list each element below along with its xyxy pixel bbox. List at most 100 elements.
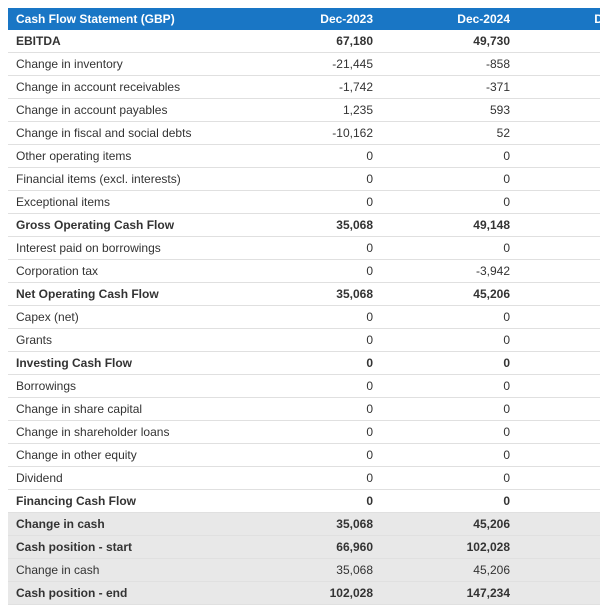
row-value: 147,234: [381, 582, 518, 605]
row-value: 0: [381, 145, 518, 168]
row-value: 66,960: [244, 536, 381, 559]
row-value: -21,445: [244, 53, 381, 76]
row-label: Net Operating Cash Flow: [8, 283, 244, 306]
row-value: 0: [244, 306, 381, 329]
col-header-2023: Dec-2023: [244, 8, 381, 30]
row-label: Exceptional items: [8, 191, 244, 214]
row-value: 53,073: [518, 30, 600, 53]
table-row: Gross Operating Cash Flow35,06849,14852,…: [8, 214, 600, 237]
col-header-2025: Dec-2025: [518, 8, 600, 30]
row-value: 0: [518, 168, 600, 191]
row-label: Financing Cash Flow: [8, 490, 244, 513]
row-value: 0: [381, 490, 518, 513]
row-value: 0: [518, 444, 600, 467]
table-row: Investing Cash Flow000: [8, 352, 600, 375]
row-label: Change in fiscal and social debts: [8, 122, 244, 145]
row-value: 67,180: [244, 30, 381, 53]
row-value: 52,426: [518, 283, 600, 306]
row-label: Change in other equity: [8, 444, 244, 467]
row-value: 45,206: [381, 283, 518, 306]
cash-flow-table: Cash Flow Statement (GBP) Dec-2023 Dec-2…: [8, 8, 600, 605]
row-value: 0: [381, 352, 518, 375]
row-value: 0: [244, 329, 381, 352]
row-value: 0: [518, 352, 600, 375]
row-value: 0: [244, 467, 381, 490]
table-row: Change in cash35,06845,20652,426: [8, 513, 600, 536]
row-label: Interest paid on borrowings: [8, 237, 244, 260]
row-value: 35,068: [244, 559, 381, 582]
row-value: 0: [518, 237, 600, 260]
row-value: -858: [381, 53, 518, 76]
row-value: 0: [244, 398, 381, 421]
table-row: Exceptional items000: [8, 191, 600, 214]
row-value: 52,426: [518, 559, 600, 582]
row-label: Cash position - end: [8, 582, 244, 605]
table-row: Financing Cash Flow000: [8, 490, 600, 513]
table-row: Financial items (excl. interests)000: [8, 168, 600, 191]
row-label: Cash position - start: [8, 536, 244, 559]
row-value: 0: [518, 421, 600, 444]
row-value: 0: [518, 398, 600, 421]
row-value: 52,466: [518, 214, 600, 237]
row-label: Financial items (excl. interests): [8, 168, 244, 191]
row-value: 35,068: [244, 513, 381, 536]
row-label: Dividend: [8, 467, 244, 490]
table-row: Change in shareholder loans000: [8, 421, 600, 444]
row-value: -1,742: [244, 76, 381, 99]
row-value: 1,235: [244, 99, 381, 122]
table-row: Change in inventory-21,445-858-892: [8, 53, 600, 76]
row-label: Change in account payables: [8, 99, 244, 122]
row-value: 0: [381, 375, 518, 398]
table-row: Change in other equity000: [8, 444, 600, 467]
table-header-row: Cash Flow Statement (GBP) Dec-2023 Dec-2…: [8, 8, 600, 30]
row-value: 0: [244, 168, 381, 191]
row-value: 45,206: [381, 559, 518, 582]
row-value: 102,028: [381, 536, 518, 559]
col-header-label: Cash Flow Statement (GBP): [8, 8, 244, 30]
row-label: Grants: [8, 329, 244, 352]
table-row: Change in account receivables-1,742-371-…: [8, 76, 600, 99]
row-label: Change in inventory: [8, 53, 244, 76]
row-value: 102,028: [244, 582, 381, 605]
row-value: 0: [381, 421, 518, 444]
row-value: 0: [518, 145, 600, 168]
row-value: 55: [518, 122, 600, 145]
row-value: 0: [244, 375, 381, 398]
row-value: -40: [518, 260, 600, 283]
row-label: Change in account receivables: [8, 76, 244, 99]
row-value: 0: [518, 375, 600, 398]
row-label: Change in cash: [8, 559, 244, 582]
row-value: 0: [518, 467, 600, 490]
table-row: Change in account payables1,235593615: [8, 99, 600, 122]
row-value: 0: [381, 237, 518, 260]
row-value: -10,162: [244, 122, 381, 145]
row-label: Gross Operating Cash Flow: [8, 214, 244, 237]
row-value: 0: [244, 260, 381, 283]
row-value: 0: [244, 490, 381, 513]
row-value: 593: [381, 99, 518, 122]
table-row: Borrowings000: [8, 375, 600, 398]
row-value: -371: [381, 76, 518, 99]
row-value: 0: [244, 352, 381, 375]
row-value: 0: [381, 398, 518, 421]
col-header-2024: Dec-2024: [381, 8, 518, 30]
row-value: 0: [244, 237, 381, 260]
table-row: Dividend000: [8, 467, 600, 490]
row-value: 0: [381, 306, 518, 329]
row-value: 0: [381, 329, 518, 352]
row-value: 0: [518, 191, 600, 214]
row-value: 0: [244, 145, 381, 168]
row-value: 35,068: [244, 214, 381, 237]
row-value: 199,660: [518, 582, 600, 605]
row-value: 147,234: [518, 536, 600, 559]
table-row: Change in cash35,06845,20652,426: [8, 559, 600, 582]
row-value: 0: [244, 421, 381, 444]
row-value: 0: [518, 329, 600, 352]
table-row: Net Operating Cash Flow35,06845,20652,42…: [8, 283, 600, 306]
table-row: Cash position - end102,028147,234199,660: [8, 582, 600, 605]
row-value: 52: [381, 122, 518, 145]
table-row: EBITDA67,18049,73053,073: [8, 30, 600, 53]
table-row: Grants000: [8, 329, 600, 352]
row-value: -892: [518, 53, 600, 76]
table-row: Change in share capital000: [8, 398, 600, 421]
